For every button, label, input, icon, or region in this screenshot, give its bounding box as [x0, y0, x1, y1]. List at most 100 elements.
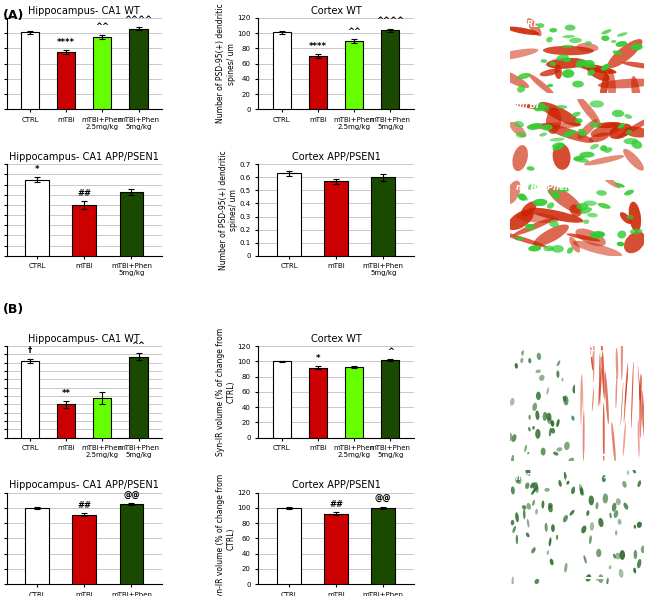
Ellipse shape — [642, 390, 645, 443]
Ellipse shape — [625, 114, 632, 119]
Ellipse shape — [526, 184, 537, 190]
Ellipse shape — [543, 246, 553, 252]
Text: CTRL: CTRL — [515, 20, 540, 29]
Text: ^^: ^^ — [347, 27, 361, 36]
Ellipse shape — [578, 129, 586, 136]
Text: ^: ^ — [387, 346, 394, 356]
Bar — [25, 508, 49, 584]
Ellipse shape — [562, 35, 575, 38]
Y-axis label: Syn-IR volume (% of change from
CTRL): Syn-IR volume (% of change from CTRL) — [216, 328, 236, 456]
Ellipse shape — [571, 415, 575, 421]
Ellipse shape — [531, 489, 536, 495]
Bar — [382, 30, 399, 110]
Ellipse shape — [609, 123, 632, 139]
Ellipse shape — [546, 108, 562, 134]
Ellipse shape — [596, 549, 601, 557]
Ellipse shape — [534, 225, 569, 246]
Ellipse shape — [586, 574, 592, 582]
Ellipse shape — [535, 508, 538, 514]
Text: ##: ## — [77, 501, 91, 510]
Ellipse shape — [598, 367, 603, 406]
Ellipse shape — [623, 138, 638, 144]
Bar — [94, 37, 111, 110]
Ellipse shape — [552, 142, 564, 149]
Ellipse shape — [561, 45, 573, 48]
Ellipse shape — [547, 412, 551, 421]
Text: mTBI: mTBI — [581, 350, 603, 359]
Ellipse shape — [571, 111, 580, 117]
Ellipse shape — [589, 495, 594, 505]
Ellipse shape — [563, 396, 566, 402]
Ellipse shape — [515, 476, 520, 483]
Text: *: * — [316, 354, 320, 363]
Ellipse shape — [582, 373, 583, 411]
Ellipse shape — [548, 247, 554, 251]
Ellipse shape — [550, 558, 554, 565]
Ellipse shape — [616, 41, 627, 47]
Ellipse shape — [633, 568, 636, 573]
Ellipse shape — [615, 183, 625, 188]
Text: ^^^^: ^^^^ — [125, 15, 153, 24]
Ellipse shape — [630, 44, 643, 51]
Ellipse shape — [602, 475, 606, 482]
Ellipse shape — [563, 58, 571, 62]
Ellipse shape — [564, 442, 570, 450]
Ellipse shape — [637, 559, 642, 569]
Ellipse shape — [546, 387, 549, 395]
Ellipse shape — [515, 104, 558, 111]
Ellipse shape — [639, 383, 642, 439]
Ellipse shape — [506, 181, 521, 204]
Ellipse shape — [515, 237, 524, 240]
Ellipse shape — [536, 411, 540, 420]
Bar — [57, 52, 75, 110]
Y-axis label: Number of PSD-95(+) dendritic
spines/ um: Number of PSD-95(+) dendritic spines/ um — [216, 4, 236, 123]
Ellipse shape — [499, 231, 547, 247]
Ellipse shape — [526, 166, 535, 171]
Ellipse shape — [547, 84, 553, 87]
Text: (A): (A) — [3, 9, 25, 22]
Ellipse shape — [526, 533, 530, 538]
Ellipse shape — [621, 382, 623, 426]
Ellipse shape — [556, 361, 560, 367]
Text: **: ** — [62, 389, 71, 398]
Bar — [129, 356, 148, 596]
Ellipse shape — [546, 37, 553, 42]
Ellipse shape — [625, 126, 649, 138]
Ellipse shape — [625, 130, 632, 135]
Ellipse shape — [568, 458, 574, 462]
Ellipse shape — [551, 428, 555, 433]
Ellipse shape — [641, 545, 645, 553]
Ellipse shape — [581, 526, 586, 533]
Ellipse shape — [589, 132, 610, 142]
Ellipse shape — [612, 110, 624, 117]
Ellipse shape — [604, 147, 612, 153]
Ellipse shape — [575, 118, 582, 123]
Ellipse shape — [587, 213, 598, 218]
Ellipse shape — [541, 125, 552, 131]
Ellipse shape — [552, 144, 571, 170]
Ellipse shape — [603, 403, 605, 464]
Ellipse shape — [638, 365, 642, 427]
Ellipse shape — [604, 371, 609, 424]
Ellipse shape — [540, 105, 549, 111]
Ellipse shape — [558, 480, 562, 487]
Ellipse shape — [577, 62, 584, 68]
Ellipse shape — [580, 487, 584, 495]
Bar — [345, 367, 363, 437]
Ellipse shape — [553, 452, 558, 455]
Ellipse shape — [534, 103, 545, 111]
Ellipse shape — [539, 102, 580, 126]
Ellipse shape — [506, 27, 540, 35]
Ellipse shape — [571, 487, 575, 494]
Ellipse shape — [603, 176, 621, 188]
Ellipse shape — [552, 245, 564, 253]
Ellipse shape — [526, 18, 541, 36]
Ellipse shape — [520, 358, 523, 363]
Ellipse shape — [584, 555, 587, 564]
Ellipse shape — [632, 468, 636, 474]
Ellipse shape — [514, 121, 524, 127]
Ellipse shape — [508, 210, 534, 230]
Ellipse shape — [620, 212, 631, 224]
Ellipse shape — [606, 578, 609, 585]
Bar — [371, 508, 395, 584]
